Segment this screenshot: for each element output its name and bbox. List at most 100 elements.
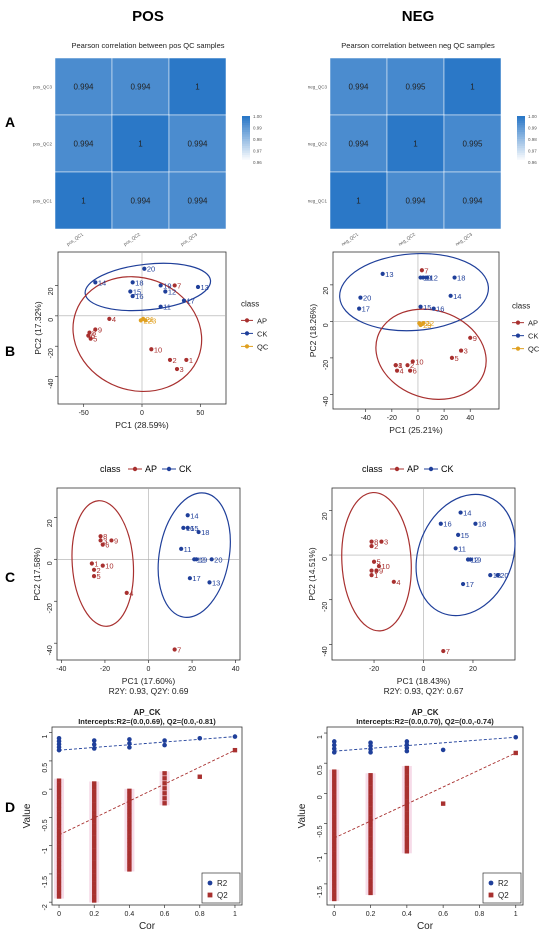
heatmap-pos-cell-value: 0.994: [130, 83, 151, 92]
perm-neg-ytick-label: -1.5: [317, 886, 324, 898]
pls-legend-ck-dot: [166, 466, 172, 472]
pca-neg-point-ck: [425, 275, 430, 280]
pca-neg-legend-label: AP: [528, 319, 538, 328]
perm-pos-legend-r2-key: [207, 880, 213, 886]
pls-pos-xlabel: PC1 (17.60%): [122, 676, 176, 686]
perm-neg-q2-point: [404, 794, 410, 800]
heatmap-neg-colorbar-tick: 0.98: [528, 137, 537, 142]
perm-neg-q2-point: [332, 789, 337, 795]
perm-pos-q2-point: [56, 865, 62, 870]
pls-pos-point-label: 2: [97, 566, 101, 575]
perm-neg-q2-point: [368, 806, 373, 812]
pls-legend-title: class: [100, 464, 121, 474]
perm-pos-xtick-label: 1: [233, 911, 237, 918]
heatmap-neg-colorbar-band: [517, 143, 525, 147]
pls-neg-point-ap: [369, 543, 374, 549]
perm-neg-q2-point: [368, 844, 373, 849]
perm-neg-q2-point: [404, 790, 410, 796]
perm-pos-q2-point: [127, 805, 132, 810]
pls-legend-ap-label-neg: AP: [407, 464, 419, 474]
perm-pos-q2-point: [56, 890, 62, 895]
heatmap-neg-colorbar-band: [517, 122, 525, 126]
perm-pos-q2-point: [56, 795, 62, 800]
pls-neg-ytick-label: 0: [322, 557, 329, 561]
pls-pos-xtick-label: -40: [56, 666, 66, 673]
pls-pos-point-label: 16: [186, 524, 194, 533]
pca-pos-point-ck: [93, 280, 98, 285]
pls-pos-point-ck: [185, 525, 190, 530]
pca-neg-point-ap: [468, 335, 473, 340]
pls-neg-point-ck: [468, 557, 473, 562]
perm-neg-q2-point: [332, 880, 337, 885]
perm-pos-q2-point: [92, 873, 97, 878]
pls-pos-point-ck: [179, 546, 184, 551]
heatmap-neg-cell-value: 0.994: [348, 140, 369, 149]
perm-neg-ytick-label: 0.5: [317, 765, 324, 775]
heatmap-pos-cell: [54, 114, 113, 173]
heatmap-neg-col-label: neg_QC2: [397, 231, 416, 246]
perm-pos-q2-point: [127, 834, 132, 839]
pls-legend-title-neg: class: [362, 464, 383, 474]
heatmap-pos-colorbar-band: [242, 148, 250, 151]
heatmap-pos-colorbar-tick: 1.00: [253, 114, 262, 119]
perm-pos-q2-point: [127, 825, 132, 831]
perm-neg-r2-point: [404, 739, 410, 744]
heatmap-neg-cell: [386, 57, 445, 116]
heatmap-neg-colorbar-band: [517, 132, 525, 135]
pls-neg-point-label: 19: [473, 555, 481, 564]
pca-neg-point-label: 22: [426, 319, 434, 328]
pls-pos-point-label: 18: [201, 528, 209, 537]
pls-pos-point-ck: [196, 529, 201, 535]
perm-pos-legend-r2-label: R2: [217, 879, 228, 888]
pca-neg-point-ap: [394, 368, 400, 373]
pca-neg-legend-label: QC: [528, 345, 540, 354]
perm-pos-ylabel: Value: [22, 803, 33, 828]
pls-neg-point-label: 1: [374, 571, 378, 580]
perm-pos-q2-point: [127, 863, 132, 868]
perm-pos-q2-point: [162, 786, 167, 791]
pca-pos-point-label: 13: [201, 283, 209, 292]
heatmap-pos-cell: [168, 114, 227, 173]
heatmap-pos-col-label: pos_QC2: [123, 231, 142, 246]
pca-pos-xlabel: PC1 (28.59%): [115, 420, 169, 430]
perm-neg-q2-point: [368, 857, 373, 862]
heatmap-pos-row-label: pos_QC3: [33, 85, 53, 90]
perm-pos-xtick-label: 0.8: [195, 911, 205, 918]
perm-pos-r2-point: [162, 742, 167, 748]
pls-legend-ap-dot-neg: [394, 466, 400, 472]
pls-neg-point-ck: [488, 573, 493, 578]
pls-pos-ytick-label: 20: [47, 519, 54, 527]
pca-pos-ellipse-ap: [72, 276, 203, 393]
pca-neg-point-label: 14: [453, 292, 461, 301]
perm-pos-q2-point: [127, 850, 132, 856]
perm-neg-r2-point: [404, 748, 410, 754]
heatmap-pos-colorbar-band: [242, 143, 250, 147]
perm-neg-r2-point: [331, 746, 337, 752]
heatmap-pos-colorbar-band: [242, 134, 250, 138]
pls-neg-point-ck: [453, 546, 458, 551]
pca-neg-xtick-label: 0: [416, 415, 420, 422]
perm-pos-q2-point: [92, 802, 97, 807]
perm-pos-legend-q2-label: Q2: [217, 891, 228, 900]
perm-pos-q2-point: [92, 798, 97, 803]
perm-neg-xtick-label: 1: [514, 911, 518, 918]
perm-neg-q2-point: [404, 828, 410, 833]
perm-neg-q2-point: [332, 826, 337, 832]
heatmap-pos-cell-value: 0.994: [130, 197, 151, 206]
pca-neg-point-ck: [418, 304, 423, 309]
perm-pos-ytick-label: -1: [42, 848, 49, 854]
pls-pos-ellipse-ck: [157, 492, 231, 618]
pls-pos-point-label: 4: [129, 589, 133, 598]
perm-pos-q2-point: [127, 809, 132, 814]
perm-neg-q2-point: [332, 884, 337, 889]
pls-neg-point-ck: [458, 510, 463, 515]
pca-pos-ytick-label: -20: [48, 348, 55, 358]
pls-neg-point-label: 18: [478, 520, 486, 529]
pca-pos-xtick-label: -50: [79, 410, 89, 417]
pls-pos-xtick-label: 40: [232, 666, 240, 673]
pca-neg-xtick-label: -40: [361, 415, 371, 422]
perm-pos-xlabel: Cor: [139, 921, 156, 932]
pca-pos-ytick-label: 0: [48, 318, 55, 322]
pca-neg-point-ap: [393, 363, 398, 368]
pls-legend-ap-dot: [132, 466, 138, 472]
